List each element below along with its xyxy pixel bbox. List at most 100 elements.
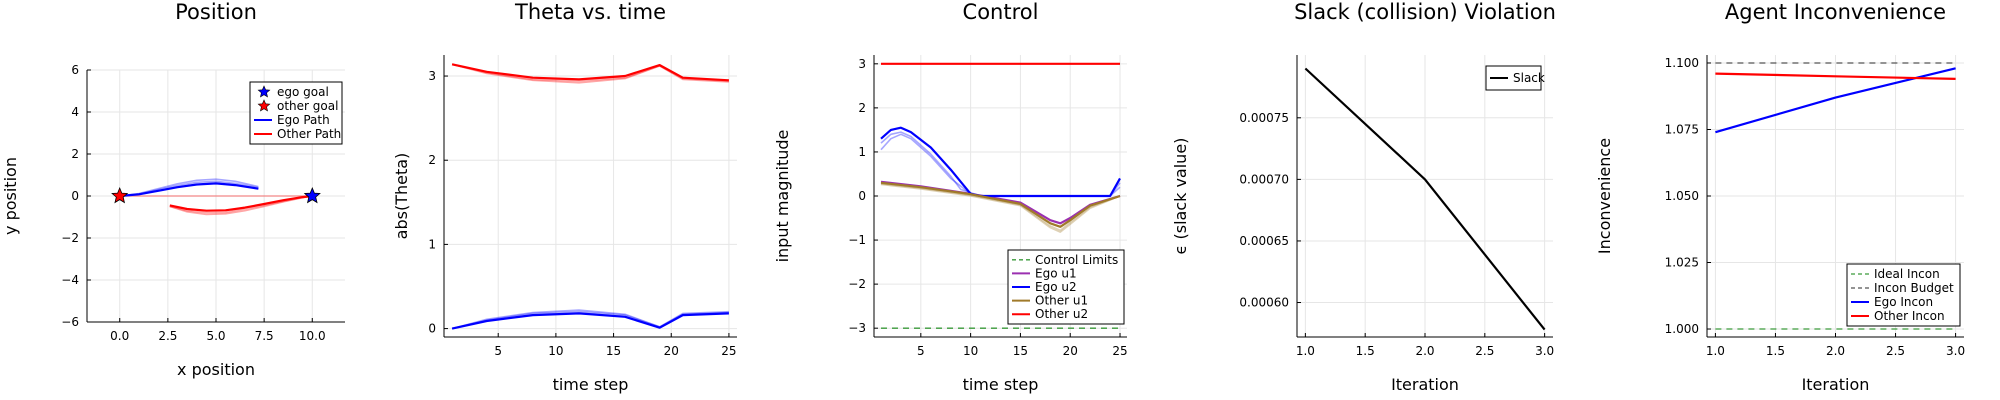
x-tick-label: 2.0 <box>1415 344 1434 358</box>
y-tick-label: 1 <box>858 145 866 159</box>
x-tick-label: 1.0 <box>1706 344 1725 358</box>
y-tick-label: 6 <box>71 63 79 77</box>
x-tick-label: 2.5 <box>1475 344 1494 358</box>
y-tick-label: −6 <box>61 315 79 329</box>
x-tick-label: 5 <box>494 344 502 358</box>
y-axis-label: input magnitude <box>773 130 792 263</box>
faded-series-line <box>880 183 1121 233</box>
legend-label: Ego Path <box>277 113 330 127</box>
y-tick-label: −4 <box>61 273 79 287</box>
y-tick-label: 3 <box>858 57 866 71</box>
y-tick-label: 1.100 <box>1665 56 1699 70</box>
series-line <box>1304 67 1546 331</box>
series-line <box>880 181 1121 228</box>
y-tick-label: −3 <box>848 321 866 335</box>
y-axis-label: ϵ (slack value) <box>1171 138 1190 255</box>
panel-5: 1.0 1.5 2.0 2.5 3.0 1.000 1.025 1.050 1.075 1.100… <box>1595 0 1965 394</box>
goal-star-marker <box>111 186 129 204</box>
y-tick-label: 2 <box>71 147 79 161</box>
legend-label: other goal <box>277 99 338 113</box>
y-tick-label: −2 <box>61 231 79 245</box>
series-line <box>451 312 729 330</box>
x-tick-label: 3.0 <box>1535 344 1554 358</box>
panel-1: 0.0 2.5 5.0 7.5 10.0 −6 −4 −2 0 2 4 6 Position x posi… <box>1 0 345 379</box>
panel-3: 5 10 15 20 25 −3 −2 −1 0 1 2 3 Control time step input… <box>773 0 1128 394</box>
x-tick-label: 25 <box>1112 344 1127 358</box>
x-tick-label: 2.5 <box>1886 344 1905 358</box>
y-tick-label: 0 <box>858 189 866 203</box>
chart-title: Agent Inconvenience <box>1725 0 1946 24</box>
chart-title: Theta vs. time <box>514 0 666 24</box>
y-tick-label: 1.000 <box>1665 322 1699 336</box>
y-axis-label: y position <box>1 157 20 235</box>
legend-star-marker <box>257 99 271 112</box>
y-tick-label: 1.025 <box>1665 256 1699 270</box>
legend-star-marker <box>257 85 271 98</box>
x-tick-label: 5.0 <box>206 329 225 343</box>
goal-star-marker <box>303 186 321 204</box>
y-tick-label: 3 <box>428 69 436 83</box>
y-tick-label: 4 <box>71 105 79 119</box>
chart-title: Slack (collision) Violation <box>1294 0 1556 24</box>
y-axis-label: Inconvenience <box>1595 138 1614 254</box>
legend-label: Other Incon <box>1874 309 1945 323</box>
x-tick-label: 1.5 <box>1356 344 1375 358</box>
x-axis-label: x position <box>177 360 255 379</box>
legend-label: Slack <box>1513 71 1545 85</box>
y-tick-label: 2 <box>858 101 866 115</box>
x-tick-label: 15 <box>1013 344 1028 358</box>
y-tick-label: 2 <box>428 153 436 167</box>
series-line <box>169 194 313 212</box>
y-tick-label: 0 <box>428 322 436 336</box>
legend-label: Incon Budget <box>1874 281 1954 295</box>
x-tick-label: 10.0 <box>299 329 326 343</box>
x-tick-label: 20 <box>1063 344 1078 358</box>
x-tick-label: 10 <box>963 344 978 358</box>
x-tick-label: 1.0 <box>1296 344 1315 358</box>
legend-label: Control Limits <box>1035 253 1118 267</box>
y-tick-label: −1 <box>848 233 866 247</box>
y-tick-label: 1.050 <box>1665 189 1699 203</box>
legend-label: Ego Incon <box>1874 295 1933 309</box>
x-tick-label: 10 <box>548 344 563 358</box>
legend-label: Other u1 <box>1035 294 1088 308</box>
y-tick-label: 0.00075 <box>1239 111 1289 125</box>
x-tick-label: 15 <box>606 344 621 358</box>
legend-label: Other u2 <box>1035 307 1088 321</box>
y-tick-label: 0.00065 <box>1239 234 1289 248</box>
faded-series-line <box>880 182 1121 232</box>
y-tick-label: 1 <box>428 237 436 251</box>
series-line <box>119 182 259 198</box>
chart-title: Control <box>963 0 1039 24</box>
x-axis-label: time step <box>963 375 1039 394</box>
legend-label: Ego u1 <box>1035 266 1077 280</box>
x-tick-label: 3.0 <box>1946 344 1965 358</box>
x-tick-label: 0.0 <box>110 329 129 343</box>
x-tick-label: 25 <box>721 344 736 358</box>
x-tick-label: 20 <box>664 344 679 358</box>
series-line <box>880 126 1121 198</box>
x-tick-label: 2.0 <box>1826 344 1845 358</box>
x-axis-label: Iteration <box>1391 375 1459 394</box>
legend-label: Ideal Incon <box>1874 267 1940 281</box>
x-tick-label: 7.5 <box>255 329 274 343</box>
y-tick-label: 0 <box>71 189 79 203</box>
x-tick-label: 2.5 <box>158 329 177 343</box>
y-tick-label: 0.00070 <box>1239 172 1289 186</box>
panel-4: 1.0 1.5 2.0 2.5 3.0 0.00060 0.00065 0.00070 0.00… <box>1171 0 1556 394</box>
chart-title: Position <box>175 0 257 24</box>
y-tick-label: 1.075 <box>1665 122 1699 136</box>
x-axis-label: time step <box>553 375 629 394</box>
faded-series-line <box>451 63 729 84</box>
legend-label: ego goal <box>277 85 329 99</box>
y-tick-label: −2 <box>848 277 866 291</box>
y-tick-label: 0.00060 <box>1239 296 1289 310</box>
legend: Slack <box>1485 65 1545 91</box>
legend-label: Ego u2 <box>1035 280 1077 294</box>
x-tick-label: 1.5 <box>1766 344 1785 358</box>
series-line <box>451 63 729 82</box>
